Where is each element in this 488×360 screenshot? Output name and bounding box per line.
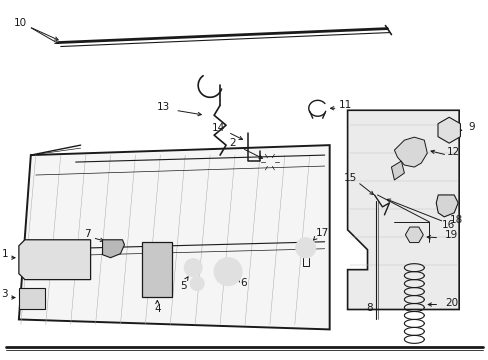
Polygon shape <box>19 145 329 329</box>
Text: 4: 4 <box>154 305 161 315</box>
Text: 19: 19 <box>444 230 457 240</box>
Polygon shape <box>435 195 457 217</box>
Text: 2: 2 <box>229 138 236 148</box>
Polygon shape <box>19 240 90 280</box>
Text: 5: 5 <box>180 280 186 291</box>
Polygon shape <box>142 242 172 297</box>
Text: 7: 7 <box>84 229 91 239</box>
Circle shape <box>295 238 315 258</box>
Polygon shape <box>102 240 124 258</box>
Circle shape <box>184 259 202 276</box>
Text: 13: 13 <box>156 102 170 112</box>
Polygon shape <box>347 110 458 310</box>
Bar <box>19 288 45 310</box>
Text: 20: 20 <box>445 297 458 307</box>
Text: 3: 3 <box>1 289 8 298</box>
Text: 14: 14 <box>211 123 224 133</box>
Polygon shape <box>394 137 427 167</box>
Text: 9: 9 <box>468 122 474 132</box>
Text: 17: 17 <box>315 228 328 238</box>
Text: 18: 18 <box>448 215 462 225</box>
Text: 11: 11 <box>338 100 351 110</box>
Circle shape <box>190 276 203 291</box>
Polygon shape <box>437 117 460 143</box>
Text: 16: 16 <box>441 220 454 230</box>
Circle shape <box>214 258 242 285</box>
Text: 10: 10 <box>14 18 27 28</box>
Text: 8: 8 <box>366 302 372 312</box>
Polygon shape <box>390 161 404 180</box>
Text: 15: 15 <box>343 173 356 183</box>
Polygon shape <box>405 227 423 243</box>
Text: 6: 6 <box>240 278 247 288</box>
Text: 1: 1 <box>1 249 8 259</box>
Text: 12: 12 <box>446 147 459 157</box>
